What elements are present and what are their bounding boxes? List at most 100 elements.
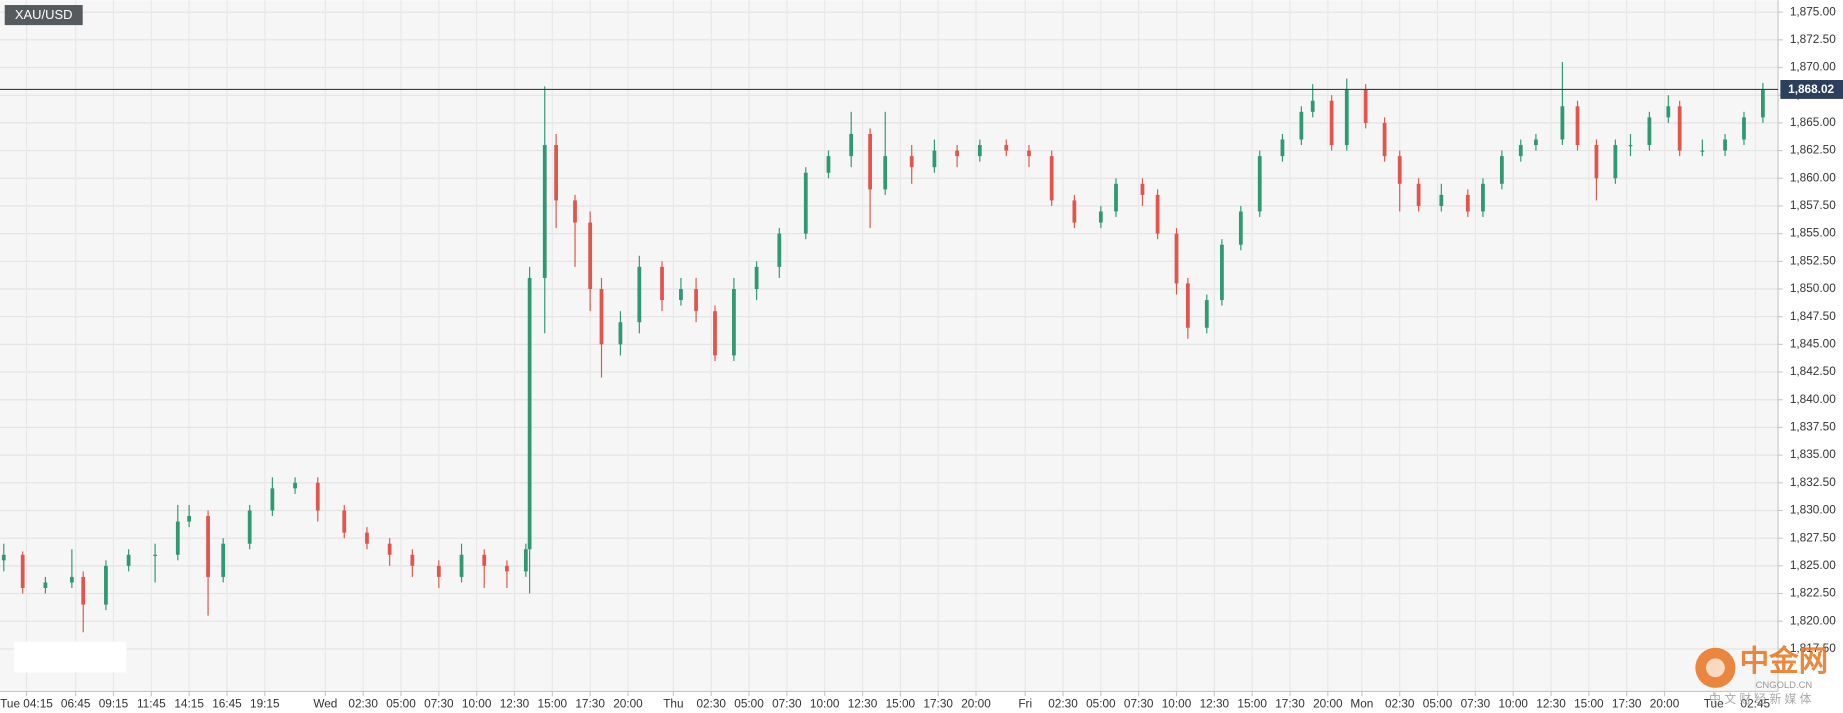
x-tick-label: 10:00: [1498, 697, 1528, 711]
y-tick-label: 1,817.50: [1790, 641, 1836, 655]
candle-body: [679, 289, 683, 301]
candle-body: [1594, 145, 1599, 179]
x-tick-label: 14:15: [174, 697, 204, 711]
candle-body: [270, 488, 275, 511]
candle-body: [1027, 150, 1031, 157]
candle-body: [542, 145, 547, 278]
y-tick-label: 1,845.00: [1790, 336, 1836, 350]
candle-body: [1628, 145, 1633, 147]
x-tick-label: 12:30: [1200, 697, 1230, 711]
candle-body: [459, 554, 464, 577]
candle-body: [1174, 233, 1179, 284]
x-tick-label: 17:30: [1275, 697, 1305, 711]
candle-body: [523, 549, 528, 572]
candle-body: [883, 156, 888, 190]
x-tick-label: 05:00: [1086, 697, 1116, 711]
candle-body: [1666, 106, 1671, 118]
y-tick-label: 1,857.50: [1790, 198, 1836, 212]
candle-body: [660, 266, 664, 301]
candle-body: [1185, 283, 1190, 328]
candle-body: [694, 289, 698, 312]
symbol-badge: [4, 5, 83, 26]
candle-body: [175, 521, 180, 555]
y-tick-label: 1,855.00: [1790, 226, 1836, 240]
y-tick-label: 1,830.00: [1790, 503, 1836, 517]
candle-body: [1329, 100, 1334, 146]
candle-body: [1499, 156, 1504, 184]
y-tick-label: 1,820.00: [1790, 613, 1836, 627]
candle-body: [104, 565, 108, 605]
x-tick-label: 16:45: [212, 697, 242, 711]
y-tick-label: 1,865.00: [1790, 115, 1836, 129]
x-tick-label: 07:30: [1124, 697, 1154, 711]
x-tick-label: 12:30: [1536, 697, 1566, 711]
candle-body: [1481, 183, 1485, 212]
last-price-label: 1,868.02: [1788, 82, 1834, 96]
candle-body: [1310, 100, 1315, 112]
x-tick-label: 20:00: [613, 697, 643, 711]
candle-body: [505, 565, 509, 572]
y-tick-label: 1,862.50: [1790, 143, 1836, 157]
candle-body: [410, 554, 415, 566]
y-tick-label: 1,827.50: [1790, 530, 1836, 544]
candle-body: [977, 145, 982, 157]
candle-body: [387, 543, 392, 555]
candle-body: [1114, 183, 1118, 212]
candle-body: [20, 554, 25, 588]
x-tick-label: Tue 04:15: [0, 697, 53, 711]
candle-body: [637, 266, 642, 323]
y-tick-label: 1,870.00: [1790, 60, 1836, 74]
candle-body: [599, 289, 604, 345]
x-tick-label: 05:00: [386, 697, 416, 711]
x-tick-label: 10:00: [1162, 697, 1192, 711]
candle-body: [69, 576, 74, 583]
x-tick-label: 02:45: [1741, 697, 1771, 711]
x-tick-label: 17:30: [923, 697, 953, 711]
candle-body: [777, 233, 782, 267]
watermark-logo: 中金网: [1740, 644, 1829, 678]
y-tick-label: 1,840.00: [1790, 392, 1836, 406]
candle-body: [43, 582, 48, 588]
plot-background: [0, 0, 1778, 691]
watermark: 中金网 CNGOLD.CN 中 文 财 经 新 媒 体: [1695, 644, 1828, 706]
x-tick-label: Mon: [1350, 697, 1373, 711]
candle-body: [1072, 200, 1077, 223]
candle-body: [81, 576, 86, 605]
x-tick-label: 06:45: [61, 697, 91, 711]
blank-box: [14, 641, 127, 673]
candle-body: [1416, 183, 1421, 206]
candle-body: [932, 150, 937, 168]
candle-body: [1397, 156, 1402, 184]
candle-body: [221, 543, 226, 577]
candle-body: [1382, 122, 1387, 157]
candle-body: [1742, 117, 1746, 140]
axes: 1,817.50 1,820.00 1,822.50 1,825.00 1,827.50…: [0, 4, 1843, 711]
y-tick-label: 1,875.00: [1790, 4, 1836, 18]
x-tick-label: Tue: [1704, 697, 1724, 711]
candle-body: [1677, 106, 1682, 151]
candle-body: [1004, 145, 1009, 151]
x-tick-label: 20:00: [1313, 697, 1343, 711]
candle-body: [1761, 89, 1765, 118]
x-tick-label: 17:30: [575, 697, 605, 711]
x-tick-label: Wed: [313, 697, 337, 711]
x-tick-label: 02:30: [1048, 697, 1078, 711]
candle-body: [1363, 89, 1368, 123]
x-tick-label: 10:00: [462, 697, 492, 711]
x-tick-label: 12:30: [848, 697, 878, 711]
y-tick-label: 1,825.00: [1790, 558, 1836, 572]
candle-body: [1257, 156, 1262, 212]
x-tick-label: 19:15: [250, 697, 280, 711]
y-tick-label: 1,852.50: [1790, 253, 1836, 267]
x-tick-label: 02:30: [1385, 697, 1415, 711]
y-tick-label: 1,850.00: [1790, 281, 1836, 295]
x-tick-label: 07:30: [772, 697, 802, 711]
candle-body: [955, 150, 959, 157]
x-tick-label: 02:30: [348, 697, 378, 711]
candle-body: [849, 133, 854, 157]
candle-body: [754, 266, 759, 290]
y-tick-label: 1,837.50: [1790, 420, 1836, 434]
candle-body: [153, 554, 157, 556]
